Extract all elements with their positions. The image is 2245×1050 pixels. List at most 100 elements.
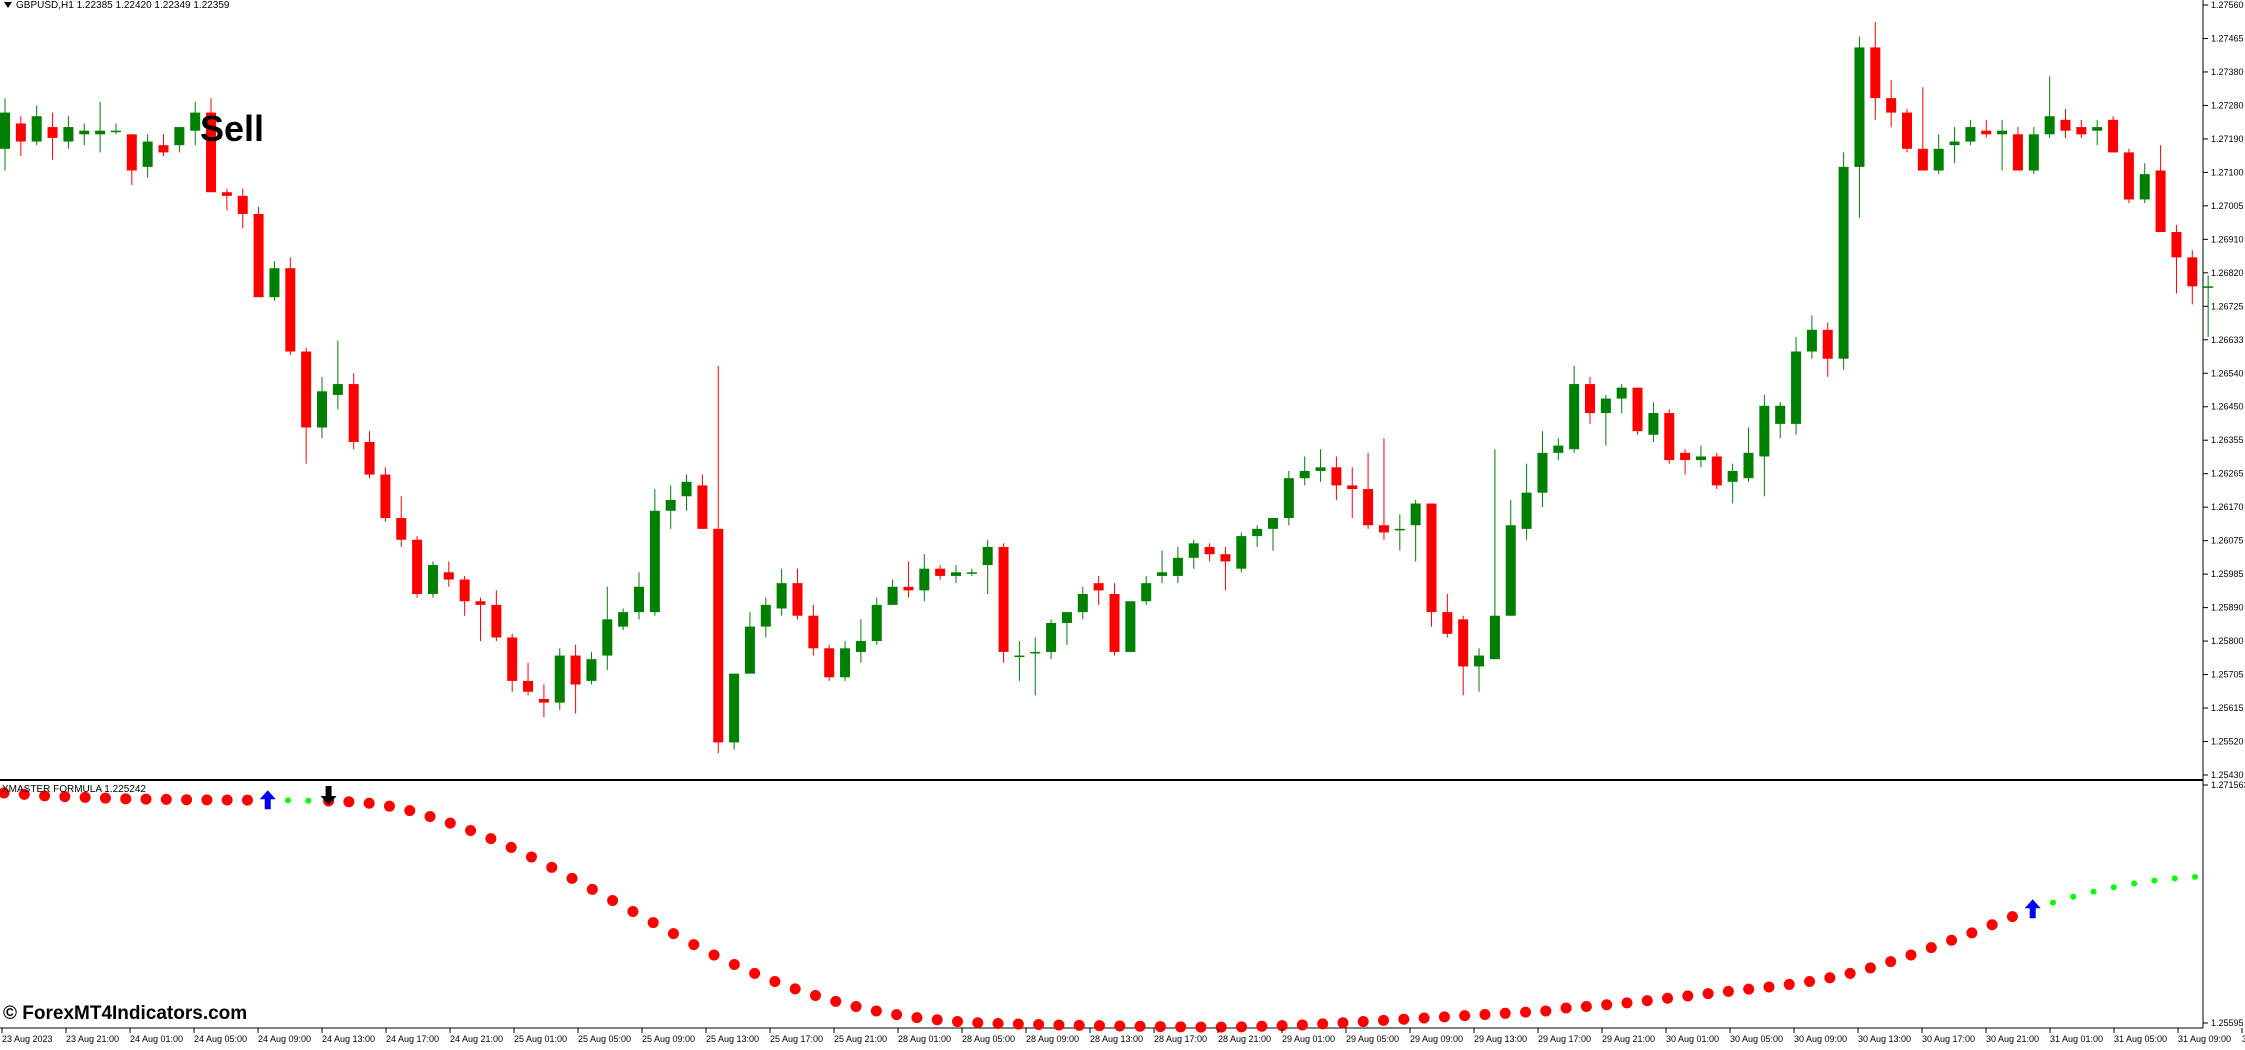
candle bbox=[412, 536, 423, 598]
indicator-dot-down bbox=[951, 1016, 963, 1028]
indicator-dot-down bbox=[566, 872, 578, 884]
candle bbox=[475, 597, 486, 642]
candle bbox=[1553, 438, 1564, 461]
candle bbox=[538, 684, 549, 718]
price-label: 1.25985 bbox=[2211, 569, 2244, 579]
price-label: 1.27280 bbox=[2211, 100, 2244, 110]
candle bbox=[507, 633, 518, 692]
indicator-dot-down bbox=[891, 1009, 903, 1021]
indicator-dot-down bbox=[1824, 972, 1836, 984]
time-label: 31 Aug 05:00 bbox=[2114, 1034, 2167, 1044]
indicator-dot-down bbox=[1418, 1012, 1430, 1024]
candle bbox=[2012, 127, 2023, 171]
candle bbox=[237, 188, 248, 229]
indicator-dot-down bbox=[1601, 999, 1613, 1011]
time-label: 24 Aug 01:00 bbox=[130, 1034, 183, 1044]
indicator-dot-down bbox=[1946, 934, 1958, 946]
indicator-dot-down bbox=[505, 841, 517, 853]
time-label: 31 Aug 13:00 bbox=[2242, 1034, 2245, 1044]
candle bbox=[665, 485, 676, 529]
candle bbox=[1822, 322, 1833, 377]
candle bbox=[1489, 449, 1500, 660]
candle bbox=[1680, 449, 1691, 475]
indicator-dot-down bbox=[1540, 1005, 1552, 1017]
chevron-down-icon[interactable] bbox=[4, 2, 12, 9]
candle bbox=[1157, 550, 1168, 584]
candle bbox=[2203, 275, 2214, 338]
candle bbox=[2076, 119, 2087, 138]
indicator-dot-up bbox=[2070, 893, 2077, 900]
chart-header: GBPUSD,H1 1.22385 1.22420 1.22349 1.2235… bbox=[4, 0, 230, 11]
candle bbox=[2139, 163, 2150, 204]
price-label: 1.25430 bbox=[2211, 770, 2244, 780]
price-label: 1.27380 bbox=[2211, 67, 2244, 77]
candle bbox=[2171, 224, 2182, 294]
price-label: 1.26540 bbox=[2211, 368, 2244, 378]
indicator-dot-down bbox=[586, 883, 598, 895]
indicator-axis-label: 1.271563 bbox=[2211, 780, 2245, 790]
time-label: 29 Aug 17:00 bbox=[1538, 1034, 1591, 1044]
indicator-dot-down bbox=[1175, 1021, 1187, 1033]
indicator-axis-label: 1.25595 bbox=[2211, 1018, 2244, 1028]
indicator-dot-up bbox=[2192, 873, 2198, 880]
candle bbox=[744, 612, 755, 674]
candle bbox=[1711, 452, 1722, 490]
indicator-dot-down bbox=[870, 1005, 882, 1017]
time-label: 28 Aug 05:00 bbox=[962, 1034, 1015, 1044]
indicator-dot-up bbox=[2171, 875, 2178, 882]
indicator-dot-down bbox=[343, 796, 355, 808]
candles-layer bbox=[0, 22, 2214, 754]
candle bbox=[15, 116, 26, 157]
candle bbox=[1743, 427, 1754, 482]
indicator-dot-down bbox=[1662, 992, 1674, 1004]
candle bbox=[1315, 449, 1326, 482]
arrow-up-icon bbox=[259, 790, 276, 810]
candle bbox=[1394, 514, 1405, 551]
candle bbox=[2108, 116, 2119, 153]
candle bbox=[713, 365, 724, 754]
indicator-dot-down bbox=[525, 851, 537, 863]
candle bbox=[523, 662, 534, 696]
indicator-dot-down bbox=[546, 861, 558, 873]
candle bbox=[1933, 134, 1944, 175]
candle bbox=[253, 206, 264, 298]
indicator-dot-down bbox=[992, 1017, 1004, 1029]
candle bbox=[221, 188, 232, 211]
candle bbox=[491, 590, 502, 642]
time-label: 30 Aug 17:00 bbox=[1922, 1034, 1975, 1044]
time-label: 23 Aug 2023 bbox=[2, 1034, 53, 1044]
time-label: 25 Aug 09:00 bbox=[642, 1034, 695, 1044]
indicator-dot-down bbox=[1925, 942, 1937, 954]
candle bbox=[729, 673, 740, 750]
indicator-dot-down bbox=[1560, 1002, 1572, 1014]
time-label: 29 Aug 21:00 bbox=[1602, 1034, 1655, 1044]
indicator-dot-down bbox=[1053, 1019, 1065, 1031]
arrow-down-icon bbox=[320, 786, 337, 806]
candle bbox=[840, 641, 851, 681]
indicator-dot-up bbox=[2090, 888, 2097, 895]
candle bbox=[2060, 108, 2071, 138]
candle bbox=[1141, 575, 1152, 605]
candle bbox=[1521, 463, 1532, 540]
candle bbox=[1299, 456, 1310, 486]
candle bbox=[1616, 384, 1627, 414]
candle bbox=[427, 561, 438, 598]
indicator-dot-down bbox=[1885, 956, 1897, 968]
indicator-dot-down bbox=[1134, 1020, 1146, 1032]
indicator-dot-up bbox=[285, 797, 292, 804]
indicator-dot-down bbox=[1844, 967, 1856, 979]
candle bbox=[1077, 586, 1088, 620]
candle bbox=[1632, 387, 1643, 435]
indicator-dot-down bbox=[1398, 1013, 1410, 1025]
indicator-dot-down bbox=[809, 989, 821, 1001]
indicator-dot-down bbox=[1722, 985, 1734, 997]
indicator-dot-down bbox=[1864, 962, 1876, 974]
price-label: 1.27100 bbox=[2211, 167, 2244, 177]
candle bbox=[824, 644, 835, 681]
candle bbox=[1252, 525, 1263, 547]
indicator-dot-down bbox=[1743, 983, 1755, 995]
indicator-dot-down bbox=[1520, 1006, 1532, 1018]
indicator-dot-down bbox=[241, 794, 253, 806]
